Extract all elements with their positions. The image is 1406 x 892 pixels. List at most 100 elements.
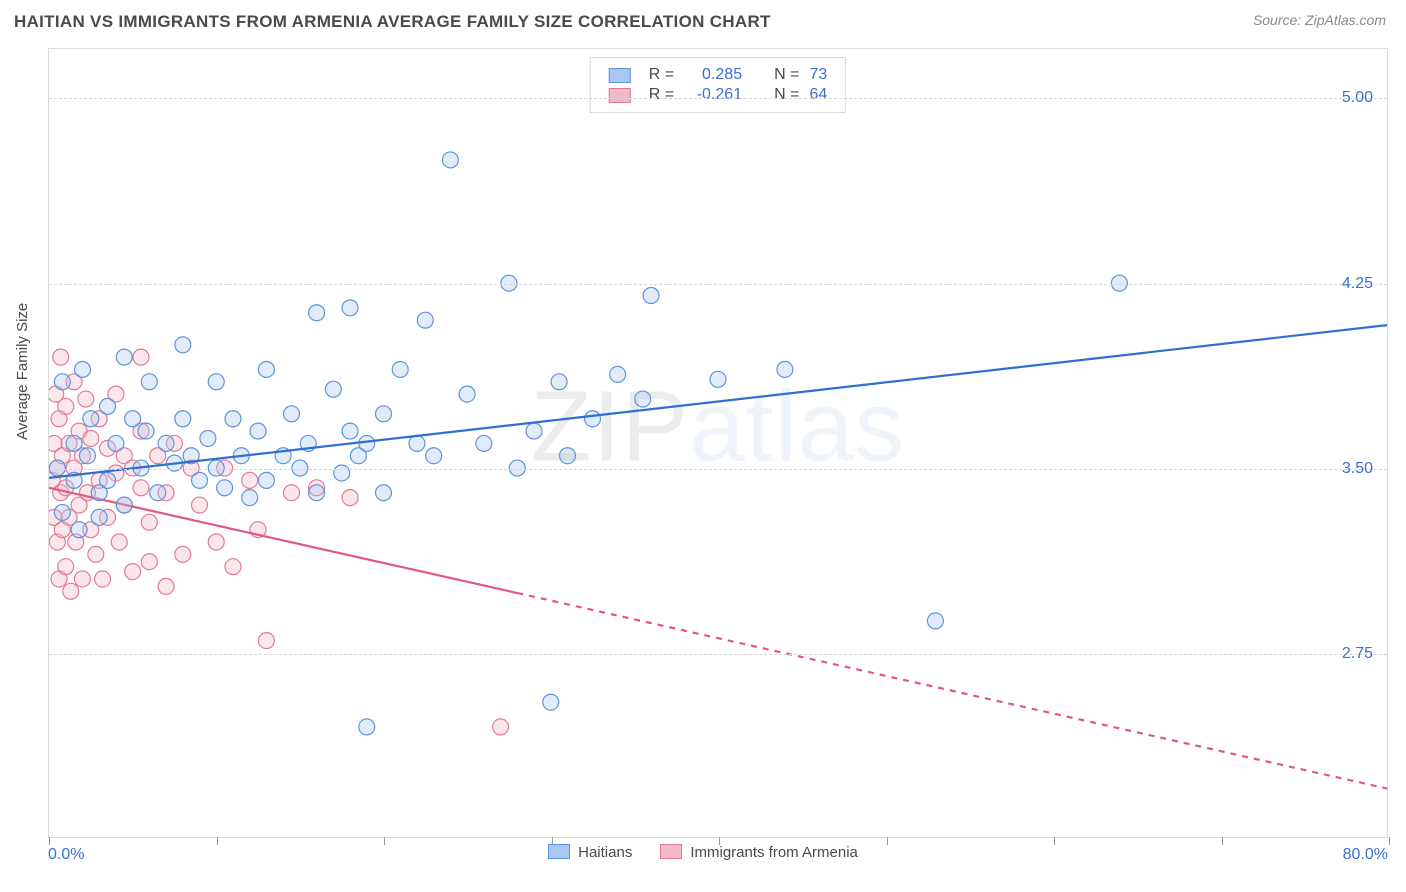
haitians-point <box>376 485 392 501</box>
haitians-point <box>409 435 425 451</box>
armenia-trendline-extrapolated <box>517 593 1387 788</box>
haitians-point <box>71 522 87 538</box>
y-tick-label: 5.00 <box>1342 89 1373 107</box>
armenia-point <box>225 559 241 575</box>
haitians-point <box>927 613 943 629</box>
haitians-point <box>459 386 475 402</box>
armenia-point <box>53 349 69 365</box>
armenia-point <box>95 571 111 587</box>
n-value-armenia: 64 <box>809 86 827 104</box>
haitians-point <box>342 300 358 316</box>
armenia-point <box>284 485 300 501</box>
armenia-point <box>74 571 90 587</box>
swatch-armenia <box>660 844 682 859</box>
armenia-point <box>133 480 149 496</box>
r-label: R = <box>649 86 674 104</box>
r-value-armenia: -0.261 <box>684 86 742 104</box>
legend-item-armenia: Immigrants from Armenia <box>660 844 858 861</box>
source-attribution: Source: ZipAtlas.com <box>1253 12 1386 28</box>
haitians-point <box>250 423 266 439</box>
n-label: N = <box>774 66 799 84</box>
haitians-point <box>635 391 651 407</box>
series-legend: Haitians Immigrants from Armenia <box>0 844 1406 861</box>
haitians-point <box>284 406 300 422</box>
gridline <box>49 284 1387 285</box>
haitians-point <box>309 305 325 321</box>
gridline <box>49 654 1387 655</box>
haitians-point <box>138 423 154 439</box>
armenia-point <box>58 559 74 575</box>
n-value-haitians: 73 <box>809 66 827 84</box>
chart-title: HAITIAN VS IMMIGRANTS FROM ARMENIA AVERA… <box>14 12 771 32</box>
haitians-point <box>426 448 442 464</box>
haitians-point <box>66 435 82 451</box>
armenia-point <box>258 633 274 649</box>
haitians-point <box>359 719 375 735</box>
stats-row-armenia: R = -0.261 N = 64 <box>609 86 827 104</box>
haitians-point <box>100 398 116 414</box>
armenia-point <box>141 514 157 530</box>
haitians-point <box>342 423 358 439</box>
haitians-point <box>442 152 458 168</box>
armenia-point <box>83 430 99 446</box>
haitians-point <box>476 435 492 451</box>
y-tick-label: 4.25 <box>1342 275 1373 293</box>
scatter-plot <box>49 49 1387 838</box>
y-axis-label: Average Family Size <box>14 303 31 440</box>
armenia-point <box>493 719 509 735</box>
haitians-point <box>710 371 726 387</box>
haitians-trendline <box>49 325 1387 478</box>
armenia-point <box>141 554 157 570</box>
haitians-point <box>242 490 258 506</box>
haitians-point <box>526 423 542 439</box>
haitians-point <box>610 366 626 382</box>
haitians-point <box>158 435 174 451</box>
haitians-point <box>54 374 70 390</box>
haitians-point <box>108 435 124 451</box>
haitians-point <box>551 374 567 390</box>
haitians-point <box>376 406 392 422</box>
armenia-point <box>342 490 358 506</box>
r-label: R = <box>649 66 674 84</box>
armenia-point <box>208 534 224 550</box>
legend-label-haitians: Haitians <box>578 844 632 861</box>
haitians-point <box>74 361 90 377</box>
armenia-point <box>78 391 94 407</box>
armenia-point <box>58 398 74 414</box>
haitians-point <box>217 480 233 496</box>
gridline <box>49 469 1387 470</box>
swatch-haitians <box>609 68 631 83</box>
haitians-point <box>225 411 241 427</box>
haitians-point <box>208 374 224 390</box>
r-value-haitians: 0.285 <box>684 66 742 84</box>
haitians-point <box>359 435 375 451</box>
armenia-point <box>175 546 191 562</box>
armenia-point <box>111 534 127 550</box>
haitians-point <box>585 411 601 427</box>
legend-label-armenia: Immigrants from Armenia <box>690 844 858 861</box>
haitians-point <box>175 411 191 427</box>
haitians-point <box>325 381 341 397</box>
haitians-point <box>192 472 208 488</box>
armenia-point <box>158 578 174 594</box>
haitians-point <box>559 448 575 464</box>
haitians-point <box>258 361 274 377</box>
haitians-point <box>83 411 99 427</box>
y-tick-label: 3.50 <box>1342 460 1373 478</box>
haitians-point <box>392 361 408 377</box>
haitians-point <box>79 448 95 464</box>
armenia-point <box>242 472 258 488</box>
armenia-point <box>133 349 149 365</box>
haitians-point <box>777 361 793 377</box>
haitians-point <box>116 497 132 513</box>
haitians-point <box>258 472 274 488</box>
haitians-point <box>543 694 559 710</box>
legend-item-haitians: Haitians <box>548 844 632 861</box>
haitians-point <box>116 349 132 365</box>
n-label: N = <box>774 86 799 104</box>
armenia-point <box>63 583 79 599</box>
haitians-point <box>150 485 166 501</box>
stats-row-haitians: R = 0.285 N = 73 <box>609 66 827 84</box>
armenia-point <box>88 546 104 562</box>
y-tick-label: 2.75 <box>1342 645 1373 663</box>
